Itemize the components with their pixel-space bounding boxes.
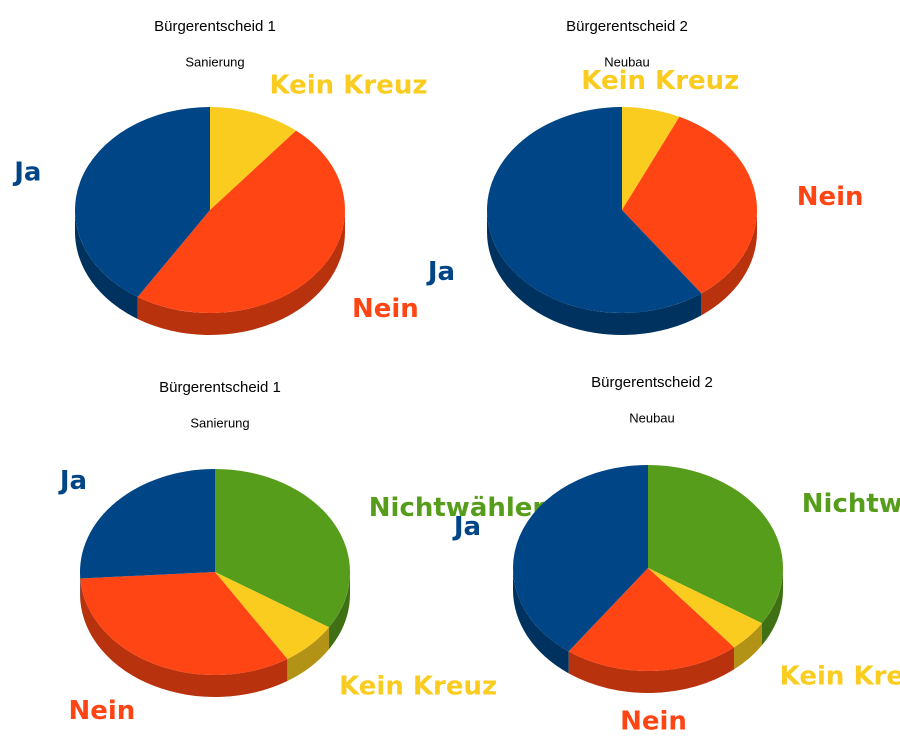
- slice: [648, 465, 784, 624]
- slice: [80, 572, 288, 675]
- chart-subtitle: Sanierung: [190, 415, 249, 430]
- pie-chart: Bürgerentscheid 2 Neubau Nichtwähler Kein K…: [452, 374, 900, 736]
- slice: [568, 568, 735, 671]
- chart-subtitle: Sanierung: [185, 54, 244, 69]
- chart-title: Bürgerentscheid 1: [154, 18, 276, 35]
- slice: [215, 572, 329, 659]
- slice: [622, 107, 680, 210]
- slice: [215, 469, 351, 628]
- slice-side: [75, 210, 138, 319]
- slice-label: Nichtwähler: [369, 493, 546, 523]
- chart-title: Bürgerentscheid 2: [566, 18, 688, 35]
- chart-subtitle: Neubau: [629, 410, 675, 425]
- chart-title: Bürgerentscheid 2: [591, 374, 713, 391]
- slice-side: [734, 623, 762, 670]
- slice: [648, 568, 762, 648]
- chart-subtitle: Neubau: [604, 54, 650, 69]
- slice-side: [761, 568, 783, 646]
- slice-label: Nein: [68, 696, 135, 726]
- slice: [487, 107, 702, 313]
- slice: [74, 107, 211, 297]
- chart-title: Bürgerentscheid 1: [159, 379, 281, 396]
- pie-chart: Bürgerentscheid 1 Sanierung Kein Kreuz Nein…: [12, 18, 427, 336]
- slice-label: Ja: [58, 466, 87, 496]
- slice-label: Ja: [452, 512, 481, 542]
- slice-side: [80, 578, 288, 698]
- slice-label: Nein: [352, 294, 419, 324]
- slice-side: [487, 210, 702, 336]
- slice: [513, 465, 648, 652]
- slice-side: [701, 210, 757, 316]
- pie-chart: Bürgerentscheid 1 Sanierung Nichtwähler Kei…: [58, 379, 546, 726]
- slice: [79, 469, 215, 579]
- slice-label: Kein Kreuz: [780, 662, 900, 692]
- slice-label: Nichtwähler: [802, 489, 900, 519]
- slice-label: Ja: [12, 158, 41, 188]
- slice-label: Nein: [797, 182, 864, 212]
- slice-side: [328, 572, 350, 650]
- slice-side: [287, 627, 329, 681]
- slice: [137, 130, 346, 314]
- slice-label: Kein Kreuz: [581, 66, 739, 96]
- slice: [622, 116, 757, 294]
- slice-label: Kein Kreuz: [339, 672, 497, 702]
- slice-side: [137, 210, 345, 336]
- slice-side: [568, 647, 735, 694]
- slice-label: Nein: [620, 706, 687, 736]
- slice: [210, 107, 297, 210]
- slice-label: Ja: [426, 257, 455, 287]
- slice-label: Kein Kreuz: [269, 70, 427, 100]
- slice-side: [513, 568, 569, 674]
